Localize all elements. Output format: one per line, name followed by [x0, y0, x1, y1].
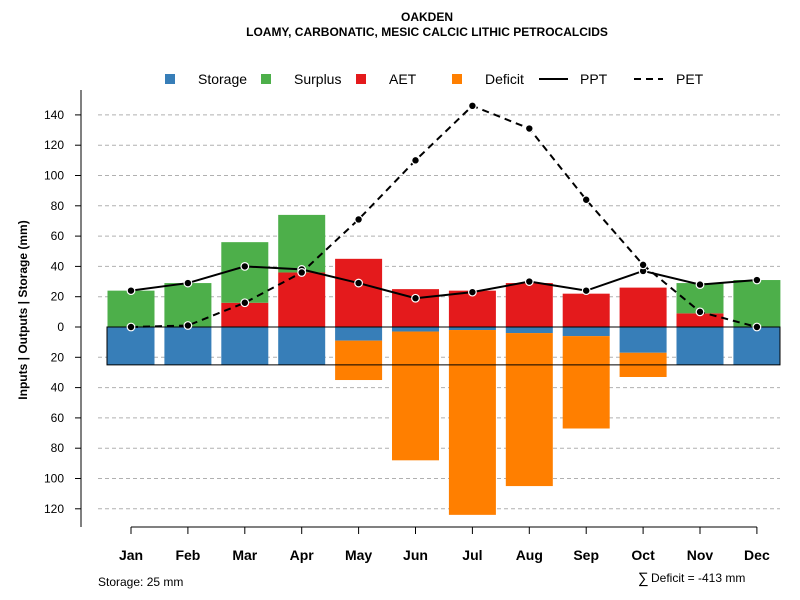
legend-swatch-surplus [261, 74, 271, 84]
x-tick-label: Nov [687, 547, 714, 563]
pet-point [183, 321, 193, 330]
y-axis-label: Inputs | Outputs | Storage (mm) [16, 220, 30, 399]
ppt-point [581, 286, 591, 296]
chart-subtitle: LOAMY, CARBONATIC, MESIC CALCIC LITHIC P… [246, 25, 608, 39]
aet-bar [448, 290, 496, 327]
chart-title: OAKDEN [401, 10, 453, 24]
surplus-bar [221, 242, 269, 303]
ppt-point [524, 277, 534, 286]
axes: 0 20 40 60 80 100 120 140 20 40 60 80 100 120 Jan Feb Ma… [44, 90, 770, 563]
storage-bar [619, 327, 667, 353]
pet-point [524, 124, 534, 133]
storage-bar [392, 327, 439, 332]
pet-line [130, 104, 758, 328]
storage-bar [733, 327, 781, 365]
x-tick-label: Jun [403, 547, 428, 563]
y-tick-label: 40 [51, 381, 65, 395]
lines [106, 101, 781, 366]
aet-bar [619, 287, 667, 327]
ppt-point [354, 278, 364, 288]
pet-point [354, 215, 364, 224]
x-tick-label: Jul [462, 547, 482, 563]
surplus-bar [278, 214, 326, 273]
y-tick-label: 120 [44, 138, 64, 152]
y-tick-label: 40 [51, 259, 65, 273]
legend-label-pet: PET [676, 71, 704, 87]
pet-point [581, 195, 591, 205]
legend: Storage Surplus AET Deficit PPT PET [165, 71, 704, 87]
deficit-bar [562, 336, 610, 429]
surplus-bar [164, 283, 212, 327]
ppt-point [468, 287, 477, 297]
y-tick-label: 0 [57, 320, 64, 334]
y-tick-label: 80 [51, 199, 65, 213]
storage-bar [107, 327, 155, 365]
pet-point [126, 322, 136, 332]
pet-point [638, 260, 648, 270]
pet-point [411, 155, 420, 165]
x-tick-label: Mar [232, 547, 257, 563]
storage-bar [221, 327, 269, 365]
storage-note: Storage: 25 mm [98, 575, 183, 589]
y-tick-label: 20 [51, 350, 65, 364]
x-tick-label: Feb [175, 547, 200, 563]
legend-label-surplus: Surplus [294, 71, 341, 87]
y-tick-label: 120 [44, 502, 64, 516]
bars [107, 214, 781, 515]
x-tick-label: Oct [631, 547, 655, 563]
aet-bar [562, 293, 610, 327]
sum-symbol: ∑ [638, 570, 649, 587]
deficit-bar [448, 330, 496, 515]
y-tick-label: 100 [44, 169, 64, 183]
y-tick-label: 60 [51, 411, 65, 425]
deficit-bar [335, 340, 383, 381]
legend-swatch-aet [356, 74, 366, 84]
aet-bar [505, 283, 553, 327]
x-tick-label: Jan [119, 547, 143, 563]
y-tick-label: 60 [51, 229, 65, 243]
ppt-point [126, 286, 136, 296]
aet-bar [676, 313, 724, 327]
y-tick-label: 80 [51, 441, 65, 455]
pet-point [240, 298, 250, 308]
pet-point [297, 268, 307, 277]
aet-bar [335, 258, 383, 327]
deficit-bar [505, 333, 553, 487]
surplus-bar [733, 280, 781, 327]
storage-bar [676, 327, 724, 365]
ppt-point [411, 293, 420, 303]
x-tick-label: Apr [290, 547, 315, 563]
y-tick-label: 20 [51, 290, 65, 304]
ppt-point [240, 262, 250, 271]
x-tick-label: Dec [744, 547, 770, 563]
y-tick-label: 140 [44, 108, 64, 122]
storage-bar [448, 327, 496, 331]
storage-bar [562, 327, 610, 337]
legend-label-aet: AET [389, 71, 417, 87]
ppt-point [695, 280, 705, 289]
ppt-point [183, 278, 193, 288]
pet-point [752, 322, 762, 332]
deficit-bar [392, 331, 439, 461]
x-tick-label: Aug [516, 547, 543, 563]
storage-bar [335, 327, 383, 341]
ppt-point [752, 275, 762, 285]
legend-label-deficit: Deficit [485, 71, 524, 87]
y-tick-label: 100 [44, 472, 64, 486]
storage-bar [278, 327, 326, 365]
deficit-note: Deficit = -413 mm [651, 571, 745, 585]
storage-bar [164, 327, 212, 365]
legend-label-ppt: PPT [580, 71, 608, 87]
pet-point [695, 307, 705, 317]
storage-bar [505, 327, 553, 334]
legend-swatch-storage [165, 74, 175, 84]
surplus-bar [107, 290, 155, 327]
x-tick-label: Sep [573, 547, 599, 563]
pet-point [468, 101, 477, 111]
legend-swatch-deficit [452, 74, 462, 84]
aet-bar [278, 272, 326, 327]
legend-label-storage: Storage [198, 71, 247, 87]
x-tick-label: May [345, 547, 372, 563]
